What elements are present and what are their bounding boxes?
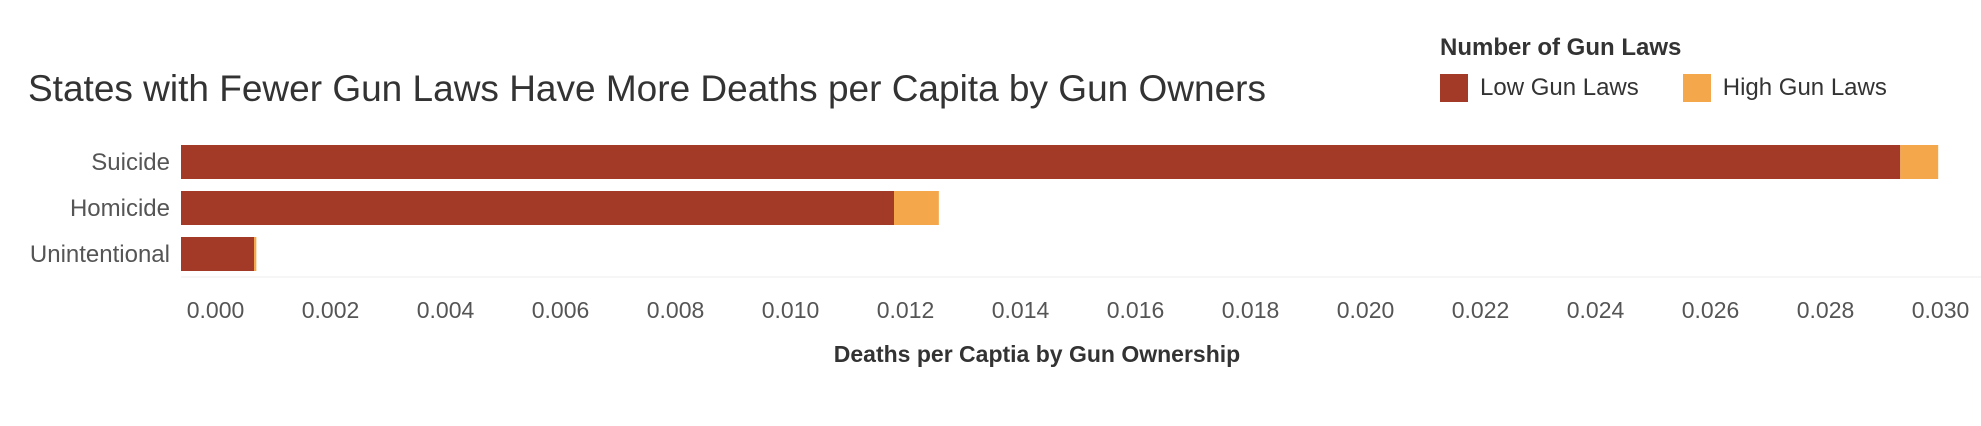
legend-title: Number of Gun Laws bbox=[1440, 34, 1682, 61]
legend-item-high-gun-laws[interactable]: High Gun Laws bbox=[1682, 74, 1887, 102]
x-tick-label: 0.026 bbox=[1682, 297, 1740, 323]
x-tick-label: 0.008 bbox=[647, 297, 705, 323]
legend: Number of Gun Laws Low Gun Laws High Gun… bbox=[1440, 34, 1931, 102]
x-tick-label: 0.030 bbox=[1912, 297, 1970, 323]
bar-unintentional-high-gun-laws[interactable] bbox=[254, 237, 257, 271]
category-label-unintentional: Unintentional bbox=[30, 241, 170, 268]
legend-swatch-low-gun-laws bbox=[1440, 74, 1468, 102]
x-tick-label: 0.010 bbox=[762, 297, 820, 323]
x-tick-label: 0.006 bbox=[532, 297, 590, 323]
x-tick-label: 0.018 bbox=[1222, 297, 1280, 323]
legend-swatch-high-gun-laws bbox=[1682, 74, 1711, 102]
x-tick-label: 0.002 bbox=[302, 297, 360, 323]
x-tick-label: 0.004 bbox=[417, 297, 475, 323]
bar-suicide-high-gun-laws[interactable] bbox=[1900, 145, 1939, 179]
x-tick-label: 0.020 bbox=[1337, 297, 1395, 323]
legend-label-high-gun-laws: High Gun Laws bbox=[1722, 74, 1887, 101]
x-tick-label: 0.022 bbox=[1452, 297, 1510, 323]
bar-homicide-low-gun-laws[interactable] bbox=[181, 191, 894, 225]
x-tick-label: 0.028 bbox=[1797, 297, 1855, 323]
bar-homicide-high-gun-laws[interactable] bbox=[894, 191, 939, 225]
category-label-homicide: Homicide bbox=[70, 195, 170, 222]
category-label-suicide: Suicide bbox=[91, 149, 170, 176]
bar-suicide-low-gun-laws[interactable] bbox=[181, 145, 1901, 179]
legend-item-low-gun-laws[interactable]: Low Gun Laws bbox=[1440, 74, 1639, 102]
chart-title: States with Fewer Gun Laws Have More Dea… bbox=[28, 68, 1266, 109]
x-axis-title: Deaths per Captia by Gun Ownership bbox=[834, 341, 1240, 367]
x-tick-label: 0.016 bbox=[1107, 297, 1165, 323]
legend-items: Low Gun Laws High Gun Laws bbox=[1440, 74, 1931, 102]
x-tick-label: 0.014 bbox=[992, 297, 1050, 323]
legend-label-low-gun-laws: Low Gun Laws bbox=[1480, 74, 1639, 101]
bar-unintentional-low-gun-laws[interactable] bbox=[181, 237, 255, 271]
x-tick-label: 0.000 bbox=[187, 297, 245, 323]
x-tick-label: 0.012 bbox=[877, 297, 935, 323]
x-tick-label: 0.024 bbox=[1567, 297, 1625, 323]
